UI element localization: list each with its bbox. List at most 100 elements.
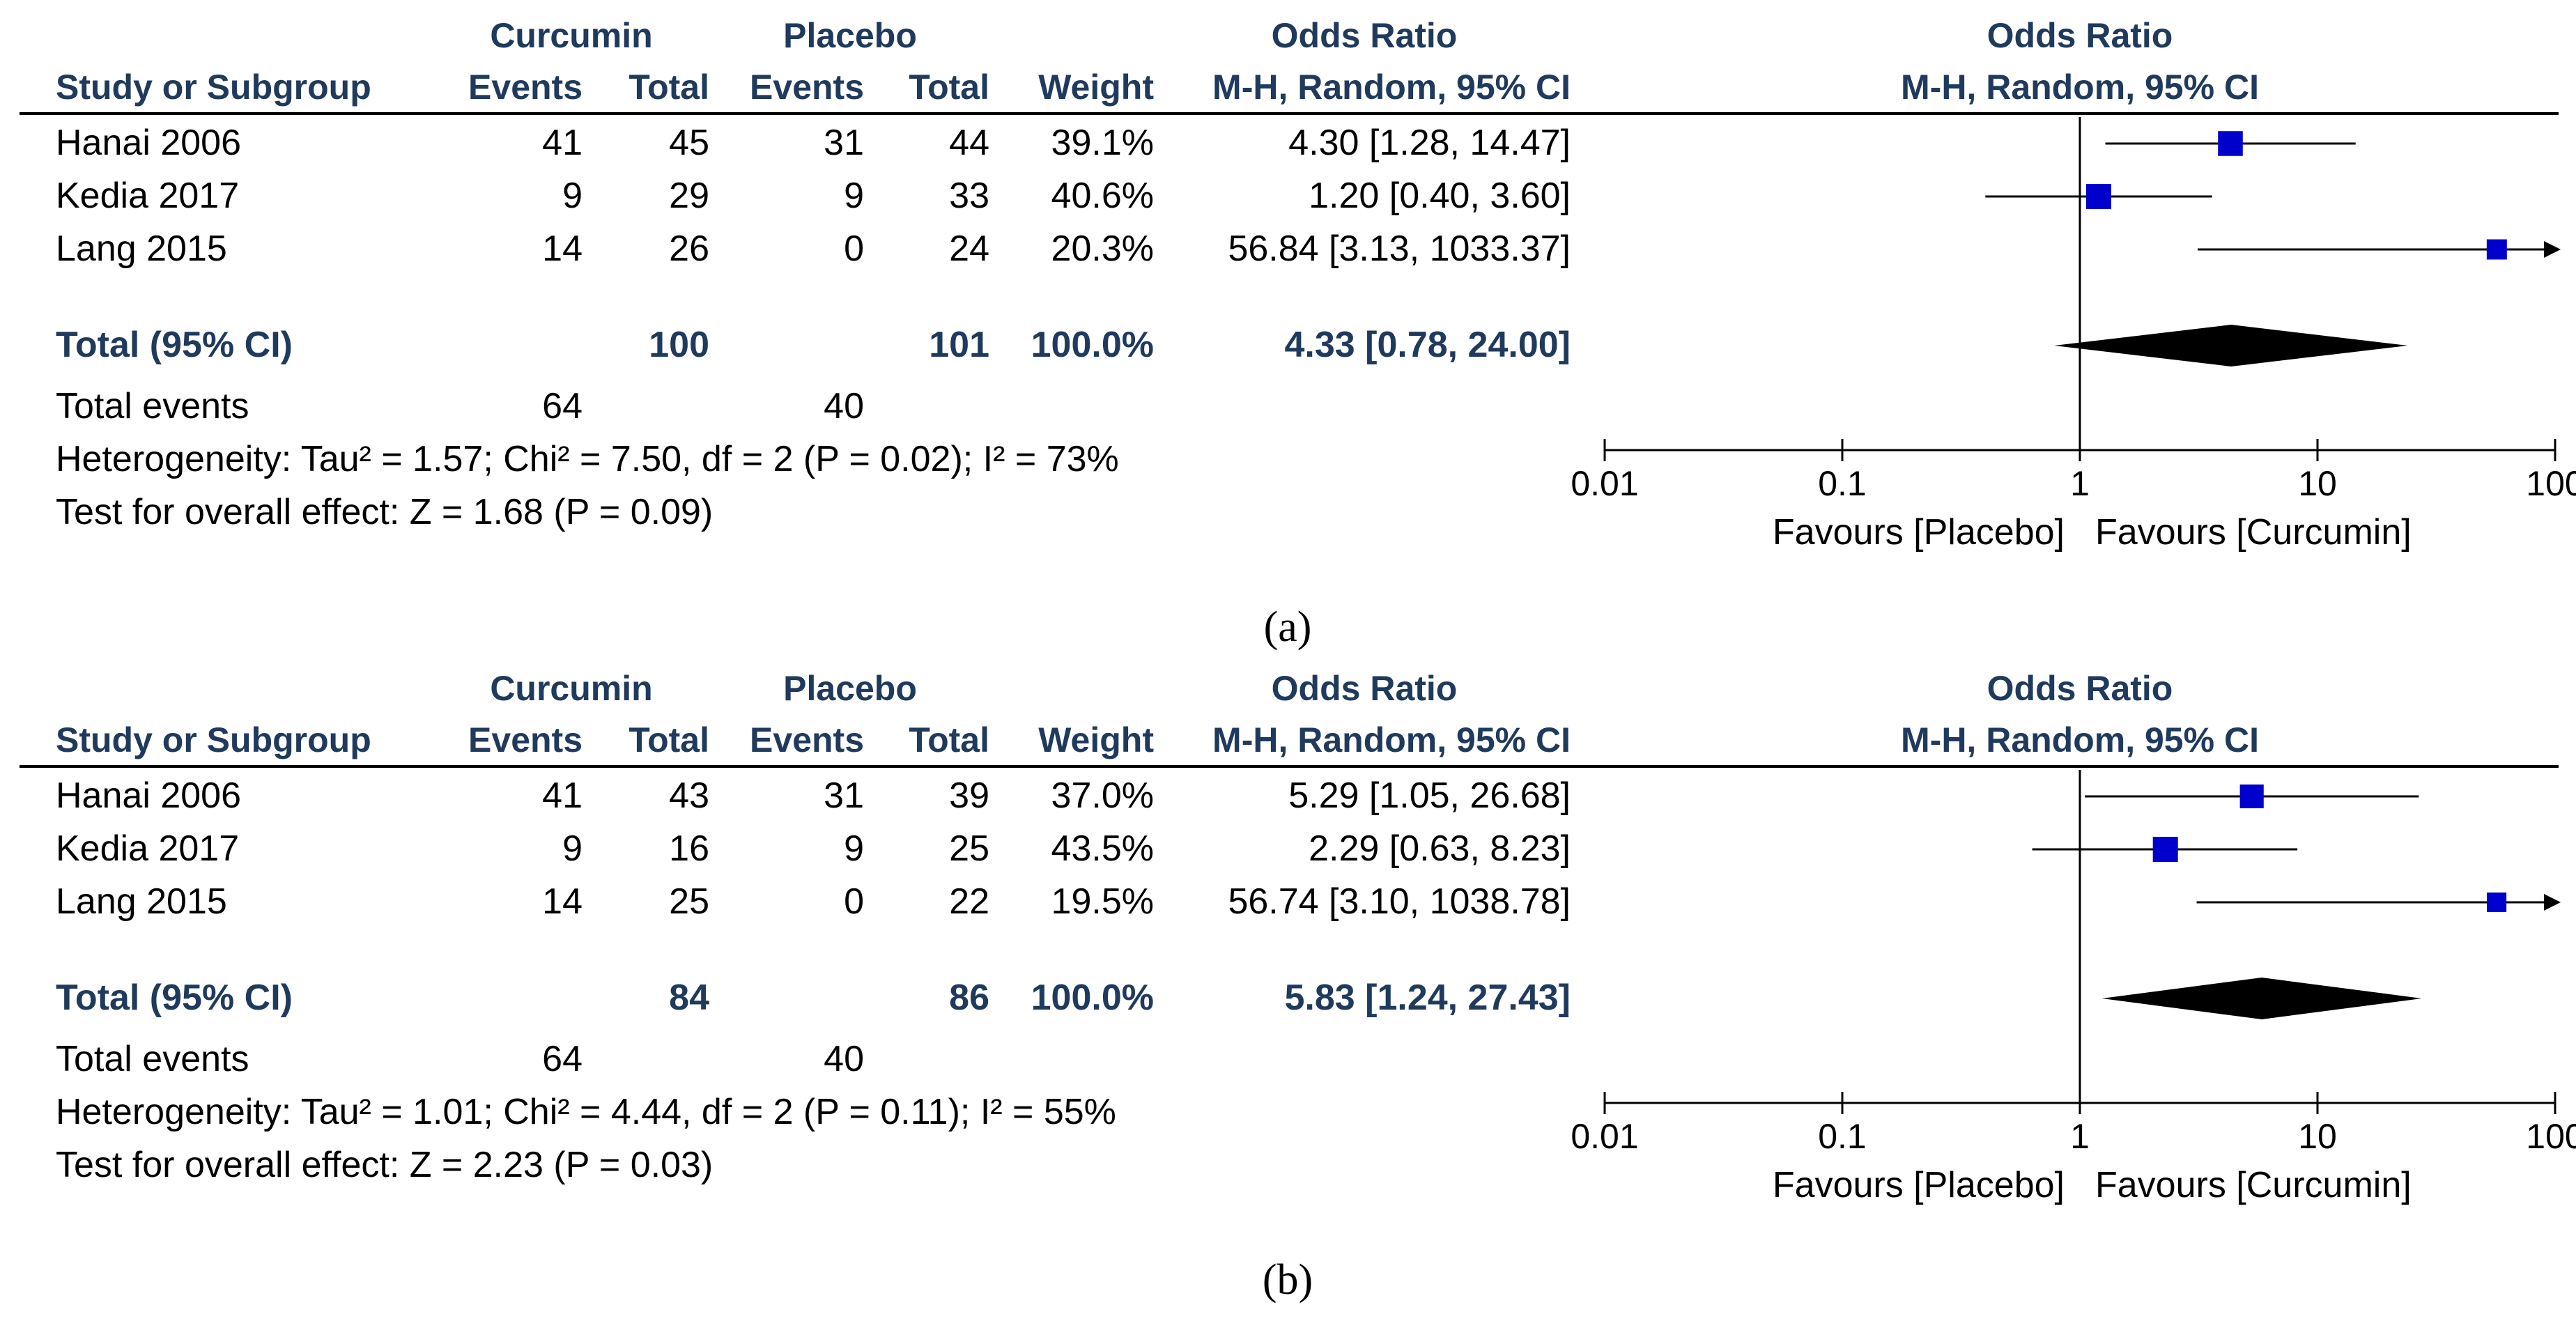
total1-cell: 16 xyxy=(669,828,709,869)
total2-cell: 22 xyxy=(949,881,989,922)
overall-effect-text: Test for overall effect: Z = 2.23 (P = 0… xyxy=(56,1145,713,1185)
panel-caption: (b) xyxy=(1263,1256,1313,1304)
total1-cell: 29 xyxy=(669,176,709,216)
study-point xyxy=(2152,837,2178,862)
weight-cell: 43.5% xyxy=(1051,828,1154,869)
x-tick-label: 10 xyxy=(2298,1117,2337,1156)
events2-cell: 31 xyxy=(824,123,864,163)
study-point xyxy=(2218,131,2243,156)
weight-column-header: Weight xyxy=(1038,720,1154,759)
total1-cell: 26 xyxy=(669,229,709,269)
events2-cell: 0 xyxy=(844,229,864,269)
effect-plot-header: Odds Ratio xyxy=(1987,669,2173,708)
events1-cell: 9 xyxy=(562,176,583,216)
total1-column-header: Total xyxy=(628,68,709,107)
events1-cell: 41 xyxy=(542,123,583,163)
panel-a: Curcumin Placebo Odds Ratio Odds Ratio Study… xyxy=(20,16,2576,651)
total1-column-header: Total xyxy=(628,720,709,759)
weight-column-header: Weight xyxy=(1038,68,1154,107)
study-name: Hanai 2006 xyxy=(56,775,241,816)
x-tick-label: 0.1 xyxy=(1818,464,1867,503)
total-events1: 64 xyxy=(542,1039,583,1079)
total1-sum: 84 xyxy=(669,978,709,1018)
effect-table-header: Odds Ratio xyxy=(1272,669,1458,708)
weight-cell: 37.0% xyxy=(1051,775,1154,816)
ci-cell: 2.29 [0.63, 8.23] xyxy=(1309,828,1571,869)
group1-header: Curcumin xyxy=(490,669,652,708)
events1-column-header: Events xyxy=(468,68,583,107)
favours-right-label: Favours [Curcumin] xyxy=(2095,512,2412,553)
favours-left-label: Favours [Placebo] xyxy=(1773,512,2065,553)
panel-b: Curcumin Placebo Odds Ratio Odds Ratio Study… xyxy=(20,669,2576,1304)
weight-cell: 20.3% xyxy=(1051,229,1154,269)
study-column-header: Study or Subgroup xyxy=(56,720,371,759)
pooled-diamond xyxy=(2101,978,2422,1019)
group1-header: Curcumin xyxy=(490,16,652,55)
events2-cell: 0 xyxy=(844,881,864,922)
total-events1: 64 xyxy=(542,386,583,426)
events2-cell: 31 xyxy=(824,775,864,816)
favours-left-label: Favours [Placebo] xyxy=(1773,1165,2065,1205)
total1-cell: 43 xyxy=(669,775,709,816)
total2-cell: 44 xyxy=(949,123,989,163)
x-tick-label: 0.01 xyxy=(1571,464,1638,503)
ci-cell: 1.20 [0.40, 3.60] xyxy=(1309,176,1571,216)
ci-cell: 5.29 [1.05, 26.68] xyxy=(1288,775,1571,816)
study-point xyxy=(2239,784,2264,809)
total-events2: 40 xyxy=(824,1039,864,1079)
total2-cell: 24 xyxy=(949,229,989,269)
x-tick-label: 0.1 xyxy=(1818,1117,1867,1156)
total-events-label: Total events xyxy=(56,1039,249,1079)
effect-table-header: Odds Ratio xyxy=(1272,16,1458,55)
total2-cell: 25 xyxy=(949,828,989,869)
study-name: Lang 2015 xyxy=(56,229,227,269)
pooled-diamond xyxy=(2054,325,2408,366)
events2-cell: 9 xyxy=(844,176,864,216)
study-point xyxy=(2486,239,2507,260)
ci-arrow-right xyxy=(2544,241,2561,258)
weight-cell: 39.1% xyxy=(1051,123,1154,163)
group2-header: Placebo xyxy=(783,16,917,55)
group2-header: Placebo xyxy=(783,669,917,708)
x-tick-label: 1 xyxy=(2070,1117,2090,1156)
ci-cell: 4.30 [1.28, 14.47] xyxy=(1288,123,1571,163)
total-ci: 5.83 [1.24, 27.43] xyxy=(1284,978,1571,1018)
study-point xyxy=(2086,184,2112,209)
study-name: Kedia 2017 xyxy=(56,176,239,216)
events1-cell: 14 xyxy=(542,229,583,269)
method-table-header: M-H, Random, 95% CI xyxy=(1212,68,1571,107)
effect-plot-header: Odds Ratio xyxy=(1987,16,2173,55)
weight-cell: 40.6% xyxy=(1051,176,1154,216)
study-name: Lang 2015 xyxy=(56,881,227,922)
total2-sum: 86 xyxy=(949,978,989,1018)
total2-sum: 101 xyxy=(929,325,989,365)
study-point xyxy=(2487,892,2507,913)
method-plot-header: M-H, Random, 95% CI xyxy=(1901,68,2259,107)
events2-cell: 9 xyxy=(844,828,864,869)
ci-cell: 56.74 [3.10, 1038.78] xyxy=(1228,881,1571,922)
ci-cell: 56.84 [3.13, 1033.37] xyxy=(1228,229,1571,269)
total2-column-header: Total xyxy=(909,720,989,759)
panel-caption: (a) xyxy=(1264,603,1312,651)
ci-arrow-right xyxy=(2544,894,2561,911)
events1-cell: 9 xyxy=(562,828,583,869)
x-tick-label: 0.01 xyxy=(1571,1117,1638,1156)
total1-cell: 25 xyxy=(669,881,709,922)
total-ci: 4.33 [0.78, 24.00] xyxy=(1284,325,1571,365)
total1-sum: 100 xyxy=(649,325,709,365)
study-name: Kedia 2017 xyxy=(56,828,239,869)
total2-column-header: Total xyxy=(909,68,989,107)
total2-cell: 33 xyxy=(949,176,989,216)
study-name: Hanai 2006 xyxy=(56,123,241,163)
total-events-label: Total events xyxy=(56,386,249,426)
events2-column-header: Events xyxy=(750,68,864,107)
method-plot-header: M-H, Random, 95% CI xyxy=(1901,720,2259,759)
total-label: Total (95% CI) xyxy=(56,325,293,365)
total2-cell: 39 xyxy=(949,775,989,816)
events1-column-header: Events xyxy=(468,720,583,759)
events2-column-header: Events xyxy=(750,720,864,759)
total-events2: 40 xyxy=(824,386,864,426)
total-weight: 100.0% xyxy=(1031,978,1154,1018)
study-column-header: Study or Subgroup xyxy=(56,68,371,107)
